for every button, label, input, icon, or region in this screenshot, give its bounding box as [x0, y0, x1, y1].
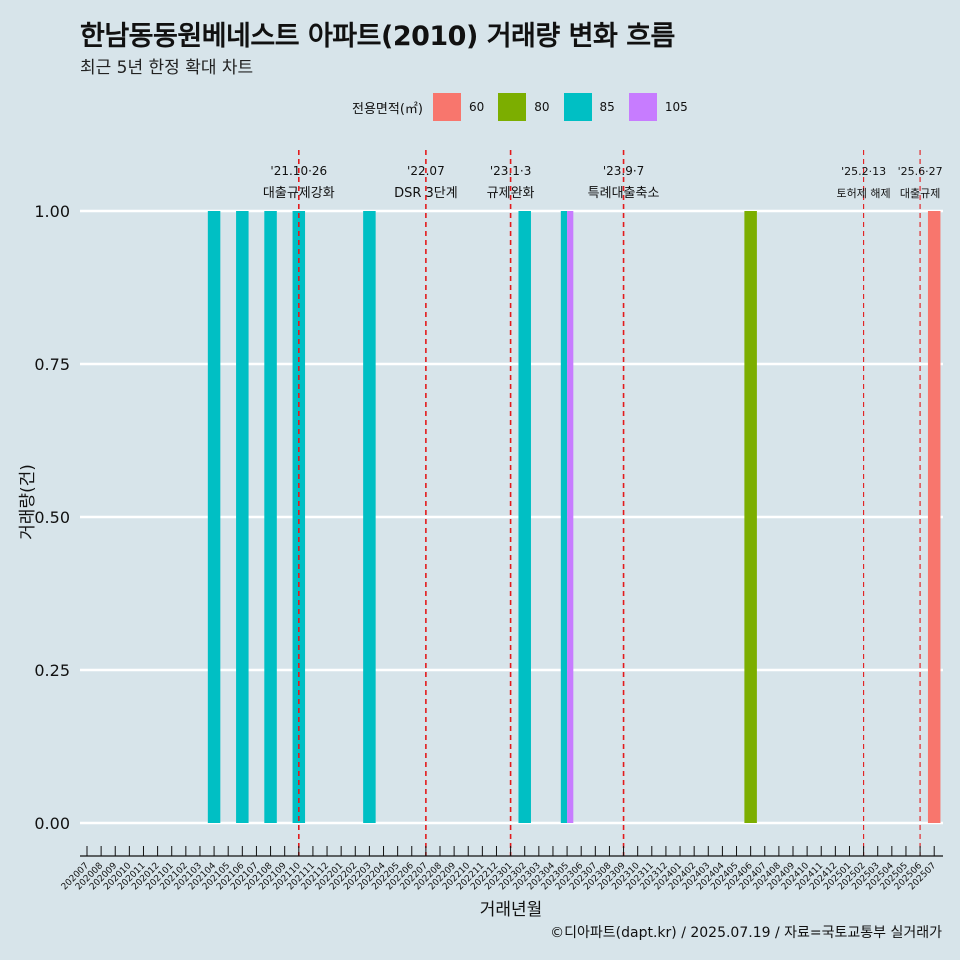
- bar-60-202507: [927, 211, 941, 823]
- bar-85-202302: [518, 211, 531, 823]
- annotation-date: '23.9·7: [603, 164, 644, 178]
- annotation-label: 대출규제: [900, 187, 940, 200]
- chart-title: 한남동동원베네스트 아파트(2010) 거래량 변화 흐름: [80, 21, 675, 52]
- legend-key-105: [628, 93, 657, 121]
- annotation-label: 대출규제강화: [263, 186, 335, 201]
- y-tick-label: 0.00: [34, 814, 70, 833]
- legend-label-85: 85: [599, 100, 615, 114]
- legend-item-60: 60: [432, 93, 485, 121]
- annotation-date: '23.1·3: [490, 164, 531, 178]
- y-tick-label: 0.25: [34, 661, 70, 680]
- bar-105-202305: [567, 211, 574, 823]
- y-axis-title: 거래량(건): [18, 464, 38, 540]
- legend-item-105: 105: [628, 93, 688, 121]
- legend-title: 전용면적(㎡): [352, 101, 423, 117]
- legend: 전용면적(㎡) 60 80 85 105: [352, 92, 702, 122]
- bar-85-202110: [292, 211, 306, 823]
- annotation-date: '21.10·26: [270, 164, 327, 178]
- y-tick-label: 0.75: [34, 355, 70, 374]
- y-tick-label: 0.50: [34, 508, 70, 527]
- annotation-label: 규제완화: [487, 186, 535, 201]
- legend-item-80: 80: [498, 93, 550, 121]
- chart-subtitle: 최근 5년 한정 확대 차트: [80, 58, 254, 78]
- legend-label-60: 60: [468, 100, 485, 114]
- y-tick-label: 1.00: [34, 202, 70, 221]
- bar-85-202106: [236, 211, 249, 823]
- annotation-label: 특례대출축소: [588, 186, 660, 201]
- legend-key-85: [563, 93, 592, 121]
- legend-key-60: [432, 93, 461, 121]
- legend-label-80: 80: [534, 100, 550, 114]
- bar-85-202108: [264, 211, 277, 823]
- legend-label-105: 105: [664, 100, 688, 114]
- annotation-label: DSR 3단계: [394, 186, 458, 201]
- annotation-date: '25.6·27: [898, 165, 943, 178]
- bar-80-202406: [744, 211, 757, 823]
- bar-85-202203: [363, 211, 376, 823]
- legend-key-80: [498, 93, 527, 121]
- legend-item-85: 85: [563, 93, 615, 121]
- annotation-date: '25.2·13: [841, 165, 886, 178]
- bar-85-202305: [560, 211, 568, 823]
- bar-85-202104: [207, 211, 221, 823]
- source-caption: ©디아파트(dapt.kr) / 2025.07.19 / 자료=국토교통부 실…: [550, 925, 942, 941]
- annotation-date: '22.07: [407, 164, 445, 178]
- x-axis-title: 거래년월: [480, 900, 543, 920]
- annotation-label: 토허제 해제: [837, 186, 891, 200]
